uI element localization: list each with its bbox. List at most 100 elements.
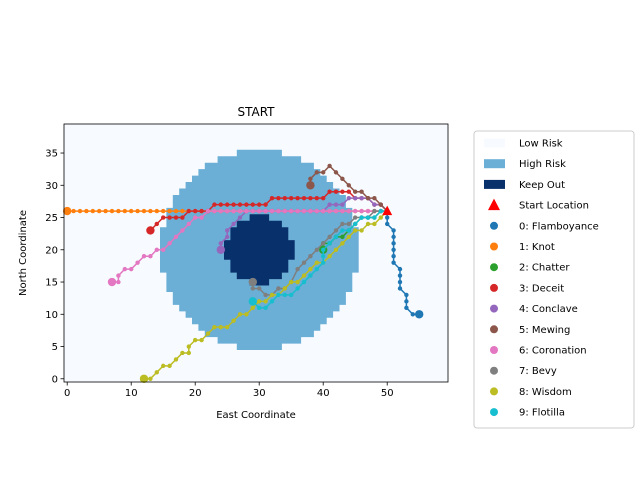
series-9-point — [276, 292, 281, 298]
series-0-point — [397, 266, 403, 272]
series-7-point — [263, 292, 268, 298]
series-0-point — [391, 247, 396, 252]
x-tick-label: 20 — [189, 388, 202, 399]
series-9-point — [365, 215, 371, 220]
series-4-point — [225, 234, 230, 240]
series-3-point — [244, 202, 249, 207]
y-tick-label: 0 — [52, 374, 58, 385]
series-3-point — [263, 202, 268, 207]
series-8-point — [378, 215, 383, 220]
legend-label: High Risk — [519, 159, 566, 170]
series-6-point — [359, 208, 364, 214]
series-6-point — [289, 208, 294, 214]
series-9-point — [372, 215, 377, 220]
legend-item: High Risk — [484, 159, 566, 170]
series-9 — [248, 208, 390, 311]
series-9-point — [263, 305, 268, 311]
series-4-point — [372, 202, 377, 207]
series-8-point — [237, 312, 243, 317]
series-8-point — [212, 324, 217, 330]
keep-out-area — [224, 214, 295, 286]
series-3-point — [161, 215, 166, 220]
series-8-point — [301, 273, 307, 278]
plot-frame — [63, 123, 449, 383]
series-6-point — [301, 208, 307, 214]
legend-item: 0: Flamboyance — [490, 221, 599, 232]
legend-swatch — [484, 159, 505, 169]
series-7-point — [353, 215, 358, 220]
legend-item: 5: Mewing — [490, 325, 570, 336]
series-6-point — [212, 208, 217, 214]
series-9-point — [321, 247, 326, 252]
series-8-point — [186, 350, 191, 356]
x-tick-label: 40 — [317, 388, 330, 399]
series-0-point — [397, 286, 403, 291]
legend: Low Risk High Risk Keep Out Start Location 0… — [473, 130, 635, 429]
series-2-point — [340, 234, 345, 240]
series-6-point — [321, 208, 326, 214]
legend-swatch — [484, 179, 505, 189]
legend-item: 1: Knot — [490, 242, 555, 253]
series-0-point — [391, 234, 396, 240]
legend-item: 3: Deceit — [490, 283, 564, 294]
legend-label: 6: Coronation — [519, 346, 587, 357]
series-9-point — [353, 221, 358, 227]
series-5-point — [340, 176, 345, 182]
series-3-point — [218, 202, 223, 207]
series-8-point — [359, 228, 364, 233]
series-6-point — [205, 208, 211, 214]
series-7-end-marker — [248, 277, 257, 287]
series-8-point — [365, 221, 371, 227]
series-8-point — [295, 279, 300, 285]
series-5-point — [359, 189, 364, 194]
series-9-point — [314, 266, 319, 272]
series-6-end-marker — [107, 277, 117, 287]
series-3-point — [154, 221, 159, 227]
legend-item: 9: Flotilla — [490, 408, 565, 419]
series-4-point — [225, 228, 230, 233]
series-6-point — [135, 260, 140, 265]
series-4-point — [333, 202, 339, 207]
legend-label: 2: Chatter — [519, 263, 570, 274]
series-6-point — [340, 208, 345, 214]
y-axis-label: North Coordinate — [18, 210, 29, 296]
series-9-point — [321, 260, 326, 265]
series-7-point — [250, 286, 255, 291]
legend-label: 7: Bevy — [519, 366, 557, 377]
legend-label: 5: Mewing — [519, 325, 570, 336]
series-6-point — [244, 208, 249, 214]
series-4-point — [359, 195, 364, 201]
series-6-point — [263, 208, 268, 214]
series-8-point — [205, 331, 211, 336]
series-8-point — [314, 260, 319, 265]
series-6-point — [225, 208, 230, 214]
legend-label: 0: Flamboyance — [519, 221, 599, 232]
series-5-point — [378, 202, 383, 207]
series-0-point — [397, 279, 403, 285]
series-1-point — [103, 208, 108, 214]
legend-item: Low Risk — [484, 138, 563, 150]
series-9-point — [378, 208, 383, 214]
series-7-point — [340, 221, 345, 227]
legend-label: 8: Wisdom — [519, 387, 572, 398]
series-8-point — [193, 337, 198, 343]
series-8-point — [333, 247, 339, 252]
series-7-point — [301, 260, 307, 265]
legend-swatch — [490, 221, 498, 230]
series-1-end-marker — [62, 206, 72, 216]
series-9-point — [308, 273, 313, 278]
series-3-point — [257, 202, 262, 207]
series-5-point — [308, 176, 313, 182]
series-6-point — [250, 208, 255, 214]
series-3-point — [186, 208, 191, 214]
series-7-point — [327, 234, 332, 240]
series-4-point — [327, 202, 332, 207]
series-5-end-marker — [306, 181, 315, 190]
series-6-point — [141, 254, 147, 259]
series-6-point — [122, 266, 128, 272]
series-4-point — [231, 221, 236, 227]
legend-label: Keep Out — [519, 180, 565, 191]
series-1-point — [77, 208, 83, 214]
series-4-end-marker — [216, 245, 225, 254]
series-1-point — [129, 208, 134, 214]
